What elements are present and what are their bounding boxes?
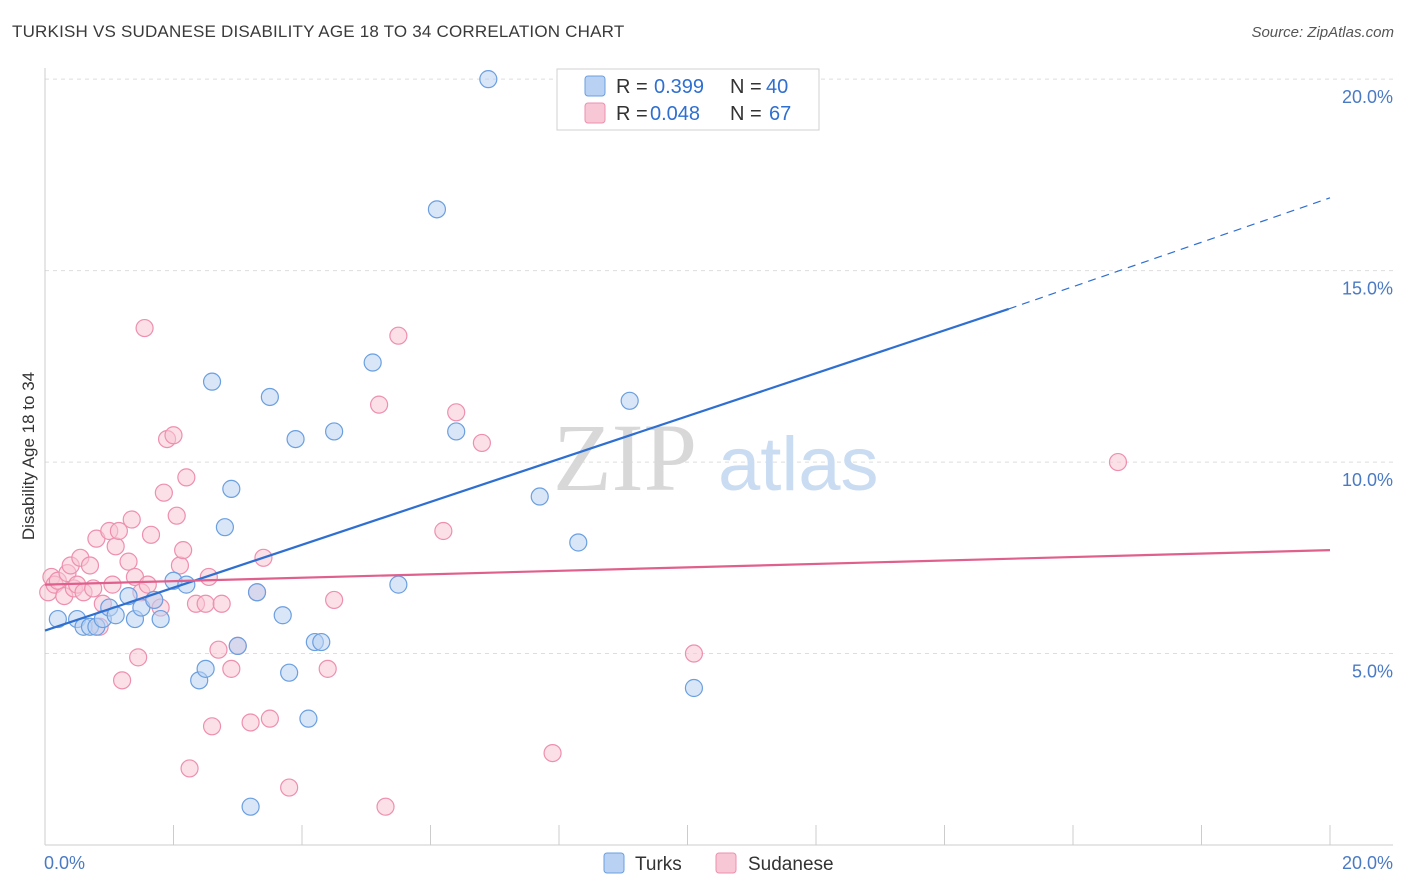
- sudanese-point-40: [196, 594, 215, 613]
- turks-point-26: [286, 429, 305, 449]
- legend-r-label-sudanese: R =: [616, 103, 648, 125]
- y-tick-label-0: 5.0%: [1352, 662, 1393, 682]
- legend-n-value-sudanese: 67: [769, 103, 791, 125]
- sudanese-point-53: [325, 590, 344, 610]
- legend-n-label-turks: N =: [730, 76, 762, 98]
- turks-point-30: [325, 422, 344, 441]
- sudanese-point-17: [103, 575, 122, 594]
- axes: [44, 68, 1393, 846]
- sudanese-point-31: [154, 483, 173, 502]
- stats-legend: R = 0.399 N = 40 R = 0.048 N = 67: [556, 68, 820, 131]
- bottom-legend-swatch-sudanese: [715, 852, 737, 874]
- legend-swatch-sudanese: [584, 102, 606, 124]
- turks-point-12: [151, 609, 170, 629]
- legend-n-label-sudanese: N =: [730, 103, 762, 125]
- turks-point-39: [684, 678, 704, 698]
- sudanese-point-58: [447, 403, 466, 422]
- turks-point-38: [620, 391, 639, 410]
- bottom-legend-swatch-turks: [603, 852, 625, 874]
- turks-point-36: [530, 487, 549, 506]
- turks-point-16: [196, 659, 215, 678]
- turks-point-23: [260, 387, 279, 407]
- y-tick-label-2: 15.0%: [1342, 279, 1393, 299]
- sudanese-point-54: [370, 395, 389, 414]
- turks-point-24: [273, 606, 292, 625]
- source-label: Source: ZipAtlas.com: [1251, 24, 1394, 41]
- sudanese-point-20: [112, 671, 132, 690]
- sudanese-trend-line: [44, 549, 1331, 586]
- turks-point-22: [247, 583, 267, 602]
- turks-point-31: [363, 353, 382, 372]
- chart-title: TURKISH VS SUDANESE DISABILITY AGE 18 TO…: [12, 22, 625, 41]
- turks-point-34: [447, 422, 466, 441]
- y-tick-labels: 5.0% 10.0% 15.0% 20.0%: [1342, 87, 1393, 681]
- grid-lines: [45, 78, 1393, 655]
- sudanese-point-36: [174, 541, 193, 560]
- sudanese-point-45: [222, 659, 241, 678]
- legend-r-value-sudanese: 0.048: [650, 103, 700, 125]
- sudanese-point-26: [135, 318, 154, 338]
- turks-point-19: [222, 479, 241, 498]
- x-tick-label-max: 20.0%: [1342, 853, 1393, 873]
- trend-lines: [44, 197, 1331, 632]
- sudanese-point-42: [202, 717, 222, 736]
- sudanese-point-27: [138, 575, 157, 594]
- turks-points: [48, 70, 704, 816]
- bottom-legend: Turks Sudanese: [603, 852, 834, 875]
- sudanese-points: [39, 318, 1128, 816]
- legend-swatch-turks: [584, 75, 606, 97]
- sudanese-point-11: [80, 556, 100, 575]
- turks-point-0: [48, 609, 67, 629]
- sudanese-point-19: [109, 521, 128, 541]
- sudanese-point-57: [434, 521, 453, 541]
- sudanese-point-51: [280, 778, 299, 797]
- sudanese-point-43: [209, 640, 228, 659]
- turks-trend-line: [44, 307, 1010, 632]
- turks-point-25: [280, 663, 299, 682]
- turks-point-21: [241, 797, 260, 816]
- turks-trend-extension: [1008, 197, 1331, 310]
- turks-point-33: [427, 200, 447, 219]
- legend-n-value-turks: 40: [766, 76, 788, 98]
- sudanese-point-38: [180, 759, 199, 778]
- bottom-legend-label-turks: Turks: [635, 854, 682, 875]
- sudanese-point-59: [472, 433, 491, 453]
- sudanese-point-50: [260, 709, 279, 728]
- watermark-atlas: atlas: [718, 422, 879, 507]
- x-tick-label-min: 0.0%: [44, 853, 85, 873]
- sudanese-point-34: [167, 506, 186, 525]
- turks-point-29: [312, 632, 331, 652]
- sudanese-point-56: [389, 326, 408, 345]
- sudanese-point-44: [212, 594, 231, 613]
- y-tick-label-1: 10.0%: [1342, 470, 1393, 490]
- sudanese-point-35: [170, 556, 190, 575]
- turks-point-35: [479, 70, 498, 89]
- sudanese-point-61: [684, 644, 704, 663]
- sudanese-point-28: [141, 525, 161, 544]
- sudanese-point-60: [543, 743, 562, 763]
- sudanese-point-33: [164, 426, 183, 445]
- turks-point-37: [569, 533, 588, 552]
- turks-point-27: [299, 709, 318, 728]
- turks-point-17: [202, 372, 222, 391]
- turks-point-20: [228, 636, 247, 655]
- sudanese-point-47: [241, 713, 260, 732]
- sudanese-point-18: [106, 537, 125, 556]
- bottom-legend-label-sudanese: Sudanese: [748, 854, 834, 875]
- legend-r-label-turks: R =: [616, 76, 648, 98]
- sudanese-point-62: [1108, 452, 1128, 472]
- sudanese-point-55: [376, 797, 395, 816]
- sudanese-point-21: [119, 552, 138, 571]
- sudanese-point-22: [122, 510, 141, 529]
- y-tick-label-3: 20.0%: [1342, 87, 1393, 107]
- turks-point-18: [215, 518, 234, 537]
- y-axis-title: Disability Age 18 to 34: [19, 372, 38, 540]
- sudanese-point-52: [318, 659, 337, 678]
- sudanese-point-37: [177, 468, 196, 487]
- turks-point-32: [389, 575, 408, 594]
- legend-r-value-turks: 0.399: [654, 76, 704, 98]
- sudanese-point-24: [129, 648, 148, 667]
